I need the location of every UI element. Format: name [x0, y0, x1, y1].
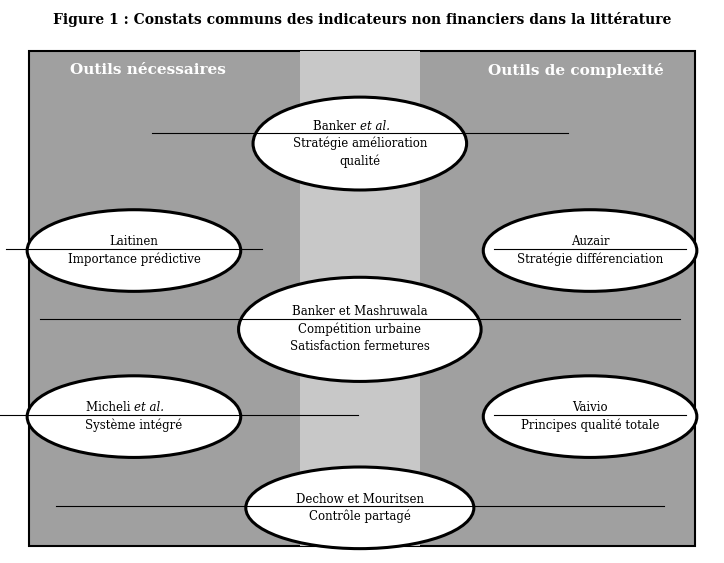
Ellipse shape [484, 376, 696, 457]
Text: Dechow et Mouritsen: Dechow et Mouritsen [296, 493, 424, 506]
Ellipse shape [28, 209, 240, 291]
Text: Stratégie différenciation: Stratégie différenciation [517, 253, 663, 266]
Ellipse shape [245, 467, 473, 548]
Bar [300, 51, 420, 546]
Text: Compétition urbaine: Compétition urbaine [298, 323, 421, 336]
Text: et al.: et al. [134, 401, 164, 414]
Text: Figure 1 : Constats communs des indicateurs non financiers dans la littérature: Figure 1 : Constats communs des indicate… [53, 12, 671, 28]
Bar [29, 51, 695, 546]
Text: Micheli: Micheli [85, 401, 134, 414]
Text: Principes qualité totale: Principes qualité totale [521, 419, 660, 432]
Text: Contrôle partagé: Contrôle partagé [309, 510, 411, 523]
Text: Satisfaction fermetures: Satisfaction fermetures [290, 340, 430, 354]
Text: et al.: et al. [360, 119, 390, 133]
Text: Banker: Banker [313, 119, 360, 133]
Text: Outils de complexité: Outils de complexité [488, 63, 663, 78]
Ellipse shape [28, 376, 240, 457]
Text: Stratégie amélioration: Stratégie amélioration [292, 137, 427, 150]
Text: qualité: qualité [340, 154, 380, 168]
Ellipse shape [484, 209, 696, 291]
Text: Banker et Mashruwala: Banker et Mashruwala [292, 305, 428, 319]
Ellipse shape [238, 278, 481, 382]
Text: Auzair: Auzair [571, 235, 610, 248]
Text: Laitinen: Laitinen [109, 235, 159, 248]
Ellipse shape [253, 97, 466, 190]
Text: Système intégré: Système intégré [85, 419, 182, 432]
Text: Vaivio: Vaivio [572, 401, 608, 414]
Text: Outils nécessaires: Outils nécessaires [70, 64, 227, 77]
Text: Importance prédictive: Importance prédictive [67, 253, 201, 266]
